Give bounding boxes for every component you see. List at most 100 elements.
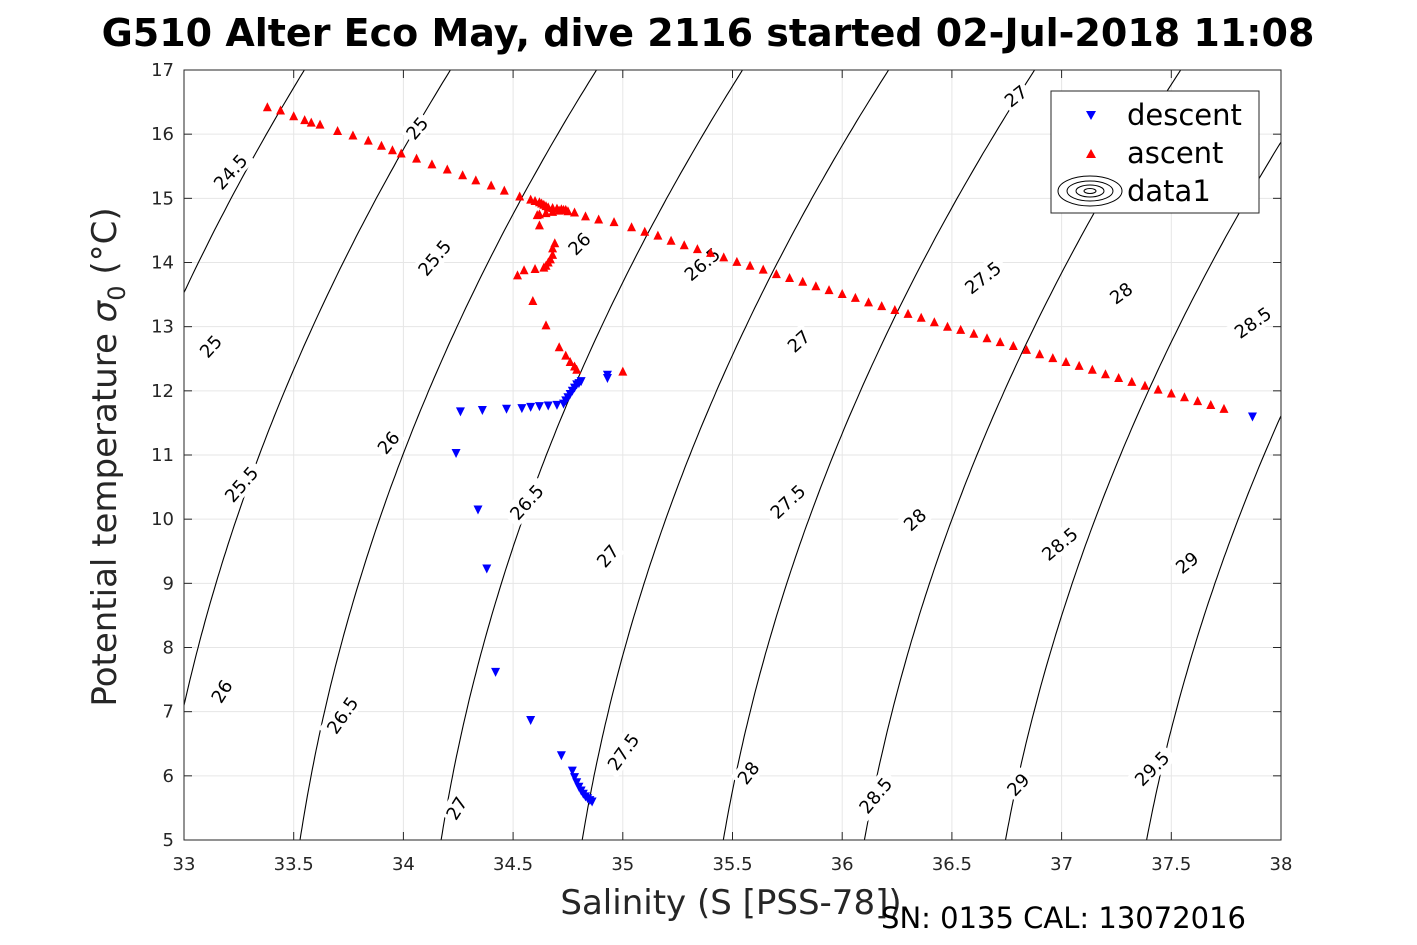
y-tick-label: 8 [163,638,174,659]
contour-line [440,70,744,840]
contour-label-bg [850,768,900,822]
ascent-point [427,159,437,169]
ascent-point [824,285,834,295]
contour-label-bg [205,145,256,198]
ascent-point [890,305,900,315]
ascent-point [1087,364,1097,374]
descent-point [559,399,569,409]
y-tick-label: 10 [151,509,174,530]
ascent-point [539,262,549,272]
descent-point [526,715,536,725]
y-tick-label: 9 [163,573,174,594]
ascent-point [1219,403,1229,413]
descent-point [1247,412,1257,422]
contour-label-bg [370,424,406,460]
ascent-point [1153,384,1163,394]
x-tick-label: 37 [1050,854,1073,875]
ascent-point [1008,340,1018,350]
contour-label-bg [1000,766,1036,802]
ascent-point [798,276,808,286]
contour-label-bg [599,724,647,779]
ascent-point [541,208,551,218]
y-tick-label: 12 [151,381,174,402]
ascent-point [348,130,358,140]
ascent-point [572,364,582,374]
contour-label: 29.5 [1126,742,1178,794]
x-tick-label: 33.5 [274,854,314,875]
ascent-point [387,145,397,155]
ascent-point [594,214,604,224]
contour-label-bg [561,225,597,261]
contour-label-bg [1168,544,1205,580]
contour-label-bg [439,790,473,826]
ascent-point [995,337,1005,347]
contour-label-bg [216,457,266,510]
contour-label-bg [1126,742,1178,794]
contour-line [299,70,598,840]
y-tick-label: 7 [163,702,174,723]
ascent-point [289,111,299,121]
ascent-point [666,235,676,245]
descent-point [491,667,501,677]
contour-label-bg [730,754,766,791]
x-tick-label: 33 [173,854,196,875]
y-tick-label: 15 [151,188,174,209]
x-tick-label: 35 [611,854,634,875]
ascent-point [1206,400,1216,409]
ascent-point [771,269,781,279]
ascent-point [548,206,558,216]
ascent-point [486,180,496,190]
ascent-point [837,288,847,298]
ascent-point [916,312,926,322]
descent-point [570,773,580,783]
ascent-point [315,119,325,129]
ascent-point [532,210,542,220]
ascent-point [554,342,564,352]
ascent-point [548,243,558,253]
ascent-point [969,328,979,338]
ascent-point [512,270,522,280]
contour-label-bg [204,673,239,709]
descent-point [455,407,465,417]
ascent-point [396,148,406,158]
ascent-point [692,244,702,254]
ascent-point [1179,392,1189,402]
x-tick-label: 37.5 [1151,854,1191,875]
ascent-point [563,206,573,216]
x-tick-label: 34 [392,854,415,875]
ascent-point [679,240,689,250]
descent-point [473,505,483,515]
descent-series [451,370,1257,807]
contour-label-bg [399,109,435,146]
ascent-point [618,366,628,376]
y-tick-label: 17 [151,60,174,81]
contour-label-bg [501,475,552,528]
ascent-point [519,265,529,275]
ascent-point [376,140,386,150]
ascent-point [1127,376,1137,386]
ascent-point [627,222,637,232]
legend-descent-marker [1086,111,1096,120]
ascent-point [499,185,509,195]
serial-calibration-footer: SN: 0135 CAL: 13072016 [881,901,1246,935]
contour-label-bg [1225,298,1280,346]
x-tick-label: 36.5 [932,854,972,875]
y-tick-label: 5 [163,830,174,851]
ascent-point [442,164,452,174]
y-tick-label: 13 [151,317,174,338]
contour-label-bg [997,78,1034,113]
descent-point [534,402,544,412]
descent-point [502,404,512,414]
contour-label-bg [409,231,459,284]
y-tick-label: 6 [163,766,174,787]
x-axis-label: Salinity (S [PSS-78]) [560,883,901,923]
contour-line [184,70,306,294]
ascent-point [1193,396,1203,406]
ascent-point [877,301,887,311]
ascent-point [811,281,821,291]
ascent-point [903,308,913,318]
ascent-point [943,321,953,331]
ascent-point [561,350,571,360]
contour-label-bg [780,323,817,359]
